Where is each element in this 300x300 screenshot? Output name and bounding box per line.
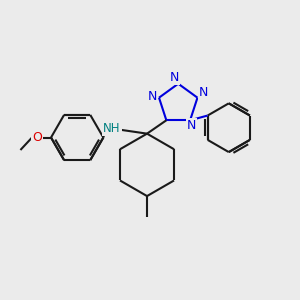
Text: N: N — [148, 90, 157, 103]
Text: N: N — [170, 71, 179, 84]
Text: N: N — [199, 86, 208, 99]
Text: N: N — [187, 119, 196, 132]
Text: O: O — [32, 131, 42, 144]
Text: NH: NH — [103, 122, 121, 135]
